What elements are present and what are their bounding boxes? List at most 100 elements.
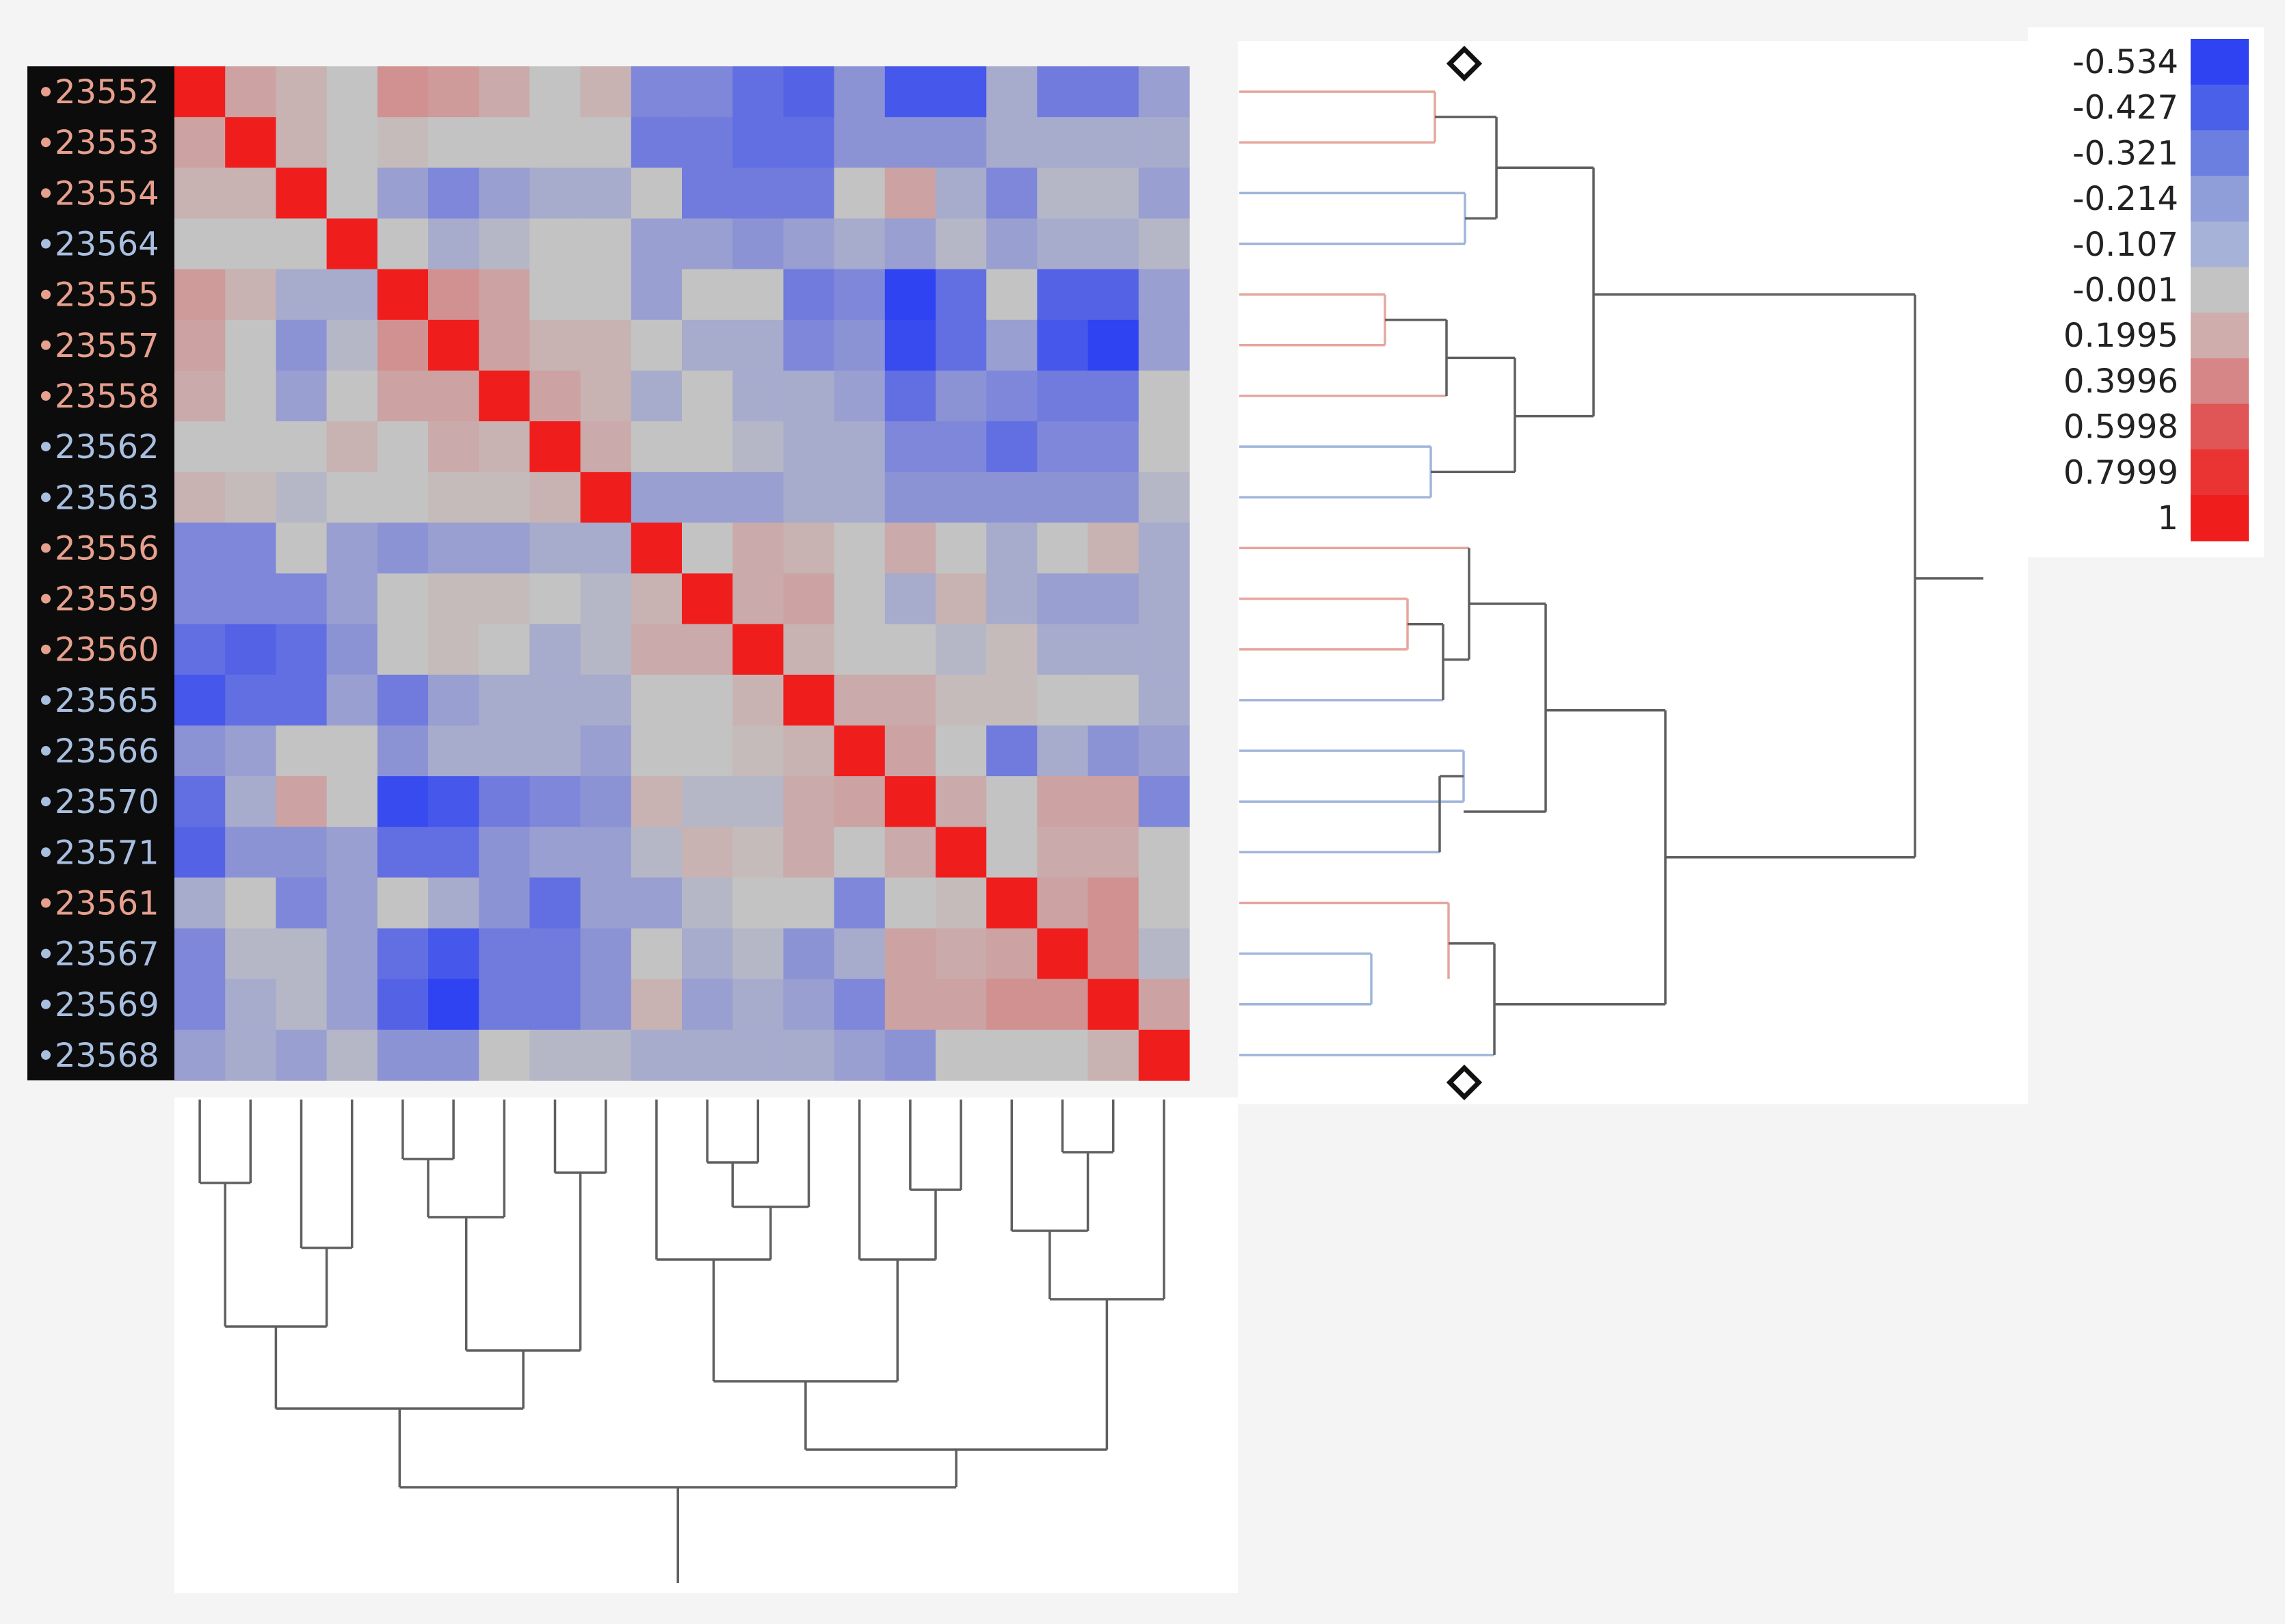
legend-swatch (2191, 449, 2249, 496)
heatmap-cell (884, 776, 936, 827)
heatmap-cell (1138, 979, 1190, 1030)
heatmap-cell (225, 674, 276, 726)
heatmap-cell (986, 1029, 1038, 1081)
heatmap-cell (732, 877, 784, 929)
heatmap-cell (834, 522, 886, 574)
heatmap-cell (580, 674, 632, 726)
heatmap-cell (377, 269, 429, 321)
heatmap-cell (986, 269, 1038, 321)
heatmap-cell (225, 168, 276, 219)
heatmap-cell (276, 269, 328, 321)
heatmap-cell (936, 776, 987, 827)
heatmap-cell (834, 370, 886, 422)
heatmap-cell (276, 928, 328, 980)
heatmap-cell (529, 421, 581, 472)
heatmap-cell (732, 674, 784, 726)
row-label-dot (41, 442, 51, 452)
heatmap-cell (326, 726, 378, 777)
heatmap-cell (884, 573, 936, 625)
heatmap-cell (1138, 319, 1190, 371)
heatmap-cell (1037, 1029, 1089, 1081)
heatmap-cell (986, 776, 1038, 827)
heatmap-cell (884, 674, 936, 726)
heatmap-cell (1087, 218, 1139, 270)
heatmap-cell (986, 117, 1038, 168)
heatmap-cell (326, 573, 378, 625)
heatmap-cell (732, 472, 784, 523)
heatmap-cell (326, 624, 378, 676)
heatmap-cell (783, 928, 835, 980)
heatmap-cell (1037, 827, 1089, 879)
heatmap-cell (1087, 624, 1139, 676)
row-label-dot (41, 289, 51, 299)
heatmap-cell (479, 319, 530, 371)
heatmap-cell (936, 370, 987, 422)
heatmap-cell (326, 218, 378, 270)
heatmap-cell (1087, 522, 1139, 574)
heatmap-cell (936, 827, 987, 879)
heatmap-cell (986, 421, 1038, 472)
heatmap-cell (529, 877, 581, 929)
heatmap-cell (326, 1029, 378, 1081)
heatmap-cell (682, 624, 733, 676)
heatmap-cell (783, 66, 835, 118)
legend-value: 1 (2157, 499, 2178, 537)
heatmap-cell (326, 370, 378, 422)
heatmap-cell (936, 726, 987, 777)
heatmap-cell (732, 66, 784, 118)
heatmap-cell (783, 827, 835, 879)
diamond-marker-top[interactable] (1446, 45, 1483, 82)
heatmap-cell (936, 928, 987, 980)
heatmap-cell (682, 573, 733, 625)
heatmap-cell (936, 66, 987, 118)
heatmap-cell (428, 1029, 479, 1081)
heatmap-cell (529, 66, 581, 118)
legend-swatch (2191, 267, 2249, 313)
heatmap-cell (631, 1029, 683, 1081)
heatmap-cell (479, 370, 530, 422)
row-label-dot (41, 695, 51, 705)
heatmap-cell (174, 877, 226, 929)
heatmap-cell (986, 472, 1038, 523)
heatmap-cell (1087, 168, 1139, 219)
heatmap-cell (732, 269, 784, 321)
row-label: 23568 (55, 1037, 159, 1075)
heatmap-cell (225, 66, 276, 118)
heatmap-cell (326, 522, 378, 574)
heatmap-cell (326, 928, 378, 980)
heatmap-cell (377, 726, 429, 777)
heatmap-cell (174, 522, 226, 574)
heatmap-cell (732, 370, 784, 422)
heatmap-cell (1087, 573, 1139, 625)
legend-swatch (2191, 221, 2249, 268)
diamond-marker-bottom[interactable] (1446, 1064, 1483, 1101)
heatmap-cell (377, 674, 429, 726)
heatmap-cell (834, 624, 886, 676)
heatmap-cell (174, 827, 226, 879)
heatmap-cell (1138, 624, 1190, 676)
heatmap-cell (936, 624, 987, 676)
heatmap-cell (1087, 726, 1139, 777)
heatmap-cell (225, 117, 276, 168)
heatmap-cell (377, 776, 429, 827)
row-label: 23565 (55, 682, 159, 720)
heatmap-cell (580, 522, 632, 574)
heatmap-cell (479, 66, 530, 118)
heatmap-cell (326, 827, 378, 879)
legend-swatch (2191, 84, 2249, 131)
row-label: 23553 (55, 124, 159, 162)
heatmap-cell (428, 117, 479, 168)
heatmap-cell (479, 979, 530, 1030)
heatmap-cell (479, 877, 530, 929)
heatmap-cell (326, 979, 378, 1030)
heatmap-cell (377, 66, 429, 118)
legend-swatch (2191, 176, 2249, 222)
heatmap-cell (1037, 269, 1089, 321)
heatmap-cell (276, 979, 328, 1030)
heatmap-cell (225, 319, 276, 371)
heatmap-cell (276, 624, 328, 676)
heatmap-cell (1138, 370, 1190, 422)
row-label: 23564 (55, 226, 159, 264)
heatmap-cell (732, 624, 784, 676)
heatmap-cell (428, 472, 479, 523)
